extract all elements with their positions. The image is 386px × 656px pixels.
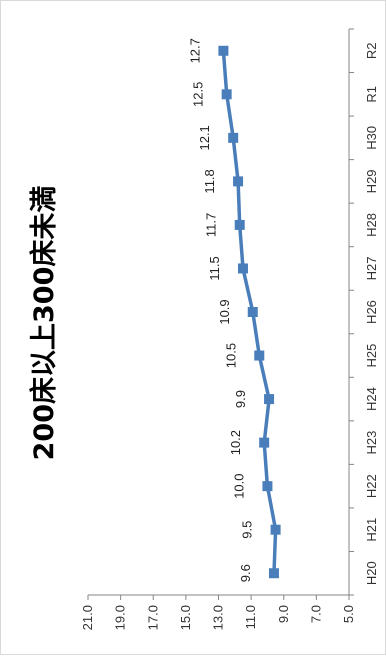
value-tick-label: 5.0 xyxy=(341,605,356,623)
category-tick-label: H28 xyxy=(364,213,379,237)
value-tick-label: 15.0 xyxy=(178,605,193,630)
data-point xyxy=(262,481,273,492)
data-point xyxy=(270,524,281,535)
value-tick-label: 19.0 xyxy=(113,605,128,630)
data-point xyxy=(221,89,232,100)
category-tick-label: H25 xyxy=(364,344,379,368)
category-tick-label: H30 xyxy=(364,126,379,150)
series-group xyxy=(218,45,281,579)
category-tick-label: H23 xyxy=(364,431,379,455)
data-label: 11.8 xyxy=(202,169,217,193)
data-label: 12.1 xyxy=(197,125,212,150)
data-point xyxy=(254,350,265,361)
data-label: 9.9 xyxy=(233,390,248,408)
title-group: 200床以上300床未満 xyxy=(28,186,60,461)
category-tick-label: H21 xyxy=(364,518,379,542)
category-tick-label: H27 xyxy=(364,257,379,281)
data-label: 10.9 xyxy=(217,299,232,324)
category-tick-label: H20 xyxy=(364,561,379,585)
value-tick-label: 13.0 xyxy=(211,605,226,630)
data-point xyxy=(218,45,229,56)
value-tick-label: 7.0 xyxy=(308,605,323,623)
category-tick-labels: H20 H21 H22 H23 H24 H25 H26 H27 H28 H29 H30 R1 R2 xyxy=(364,42,379,585)
data-label: 9.6 xyxy=(238,564,253,582)
data-point xyxy=(268,568,279,579)
data-label: 9.5 xyxy=(240,521,255,539)
data-point xyxy=(247,307,258,317)
data-point xyxy=(228,132,239,143)
data-point xyxy=(234,219,245,230)
data-point xyxy=(259,437,270,448)
data-labels-group: 9.6 9.5 10.0 10.2 9.9 10.5 10.9 11.5 11.7 11.8 12.… xyxy=(187,38,254,582)
data-label: 10.5 xyxy=(223,343,238,368)
category-tick-label: R1 xyxy=(364,86,379,103)
data-label: 11.7 xyxy=(204,213,219,237)
category-tick-label: H26 xyxy=(364,300,379,324)
value-tick-labels: 5.0 7.0 9.0 11.0 13.0 15.0 17.0 19.0 21.0 xyxy=(80,605,356,630)
data-label: 10.2 xyxy=(228,430,243,455)
data-label: 10.0 xyxy=(231,473,246,498)
data-point xyxy=(264,394,275,405)
value-tick-label: 21.0 xyxy=(80,605,95,630)
axes-group xyxy=(87,28,354,600)
data-point xyxy=(233,176,244,187)
data-point xyxy=(237,263,248,274)
value-tick-label: 17.0 xyxy=(145,605,160,630)
value-tick-label: 11.0 xyxy=(243,605,258,629)
category-tick-label: H22 xyxy=(364,474,379,498)
category-tick-label: R2 xyxy=(364,42,379,59)
chart-title: 200床以上300床未満 xyxy=(28,186,60,461)
category-tick-label: H24 xyxy=(364,387,379,411)
data-label: 12.7 xyxy=(187,38,202,63)
value-tick-label: 9.0 xyxy=(276,605,291,623)
data-label: 11.5 xyxy=(207,256,222,280)
category-tick-label: H29 xyxy=(364,169,379,193)
data-label: 12.5 xyxy=(191,82,206,107)
